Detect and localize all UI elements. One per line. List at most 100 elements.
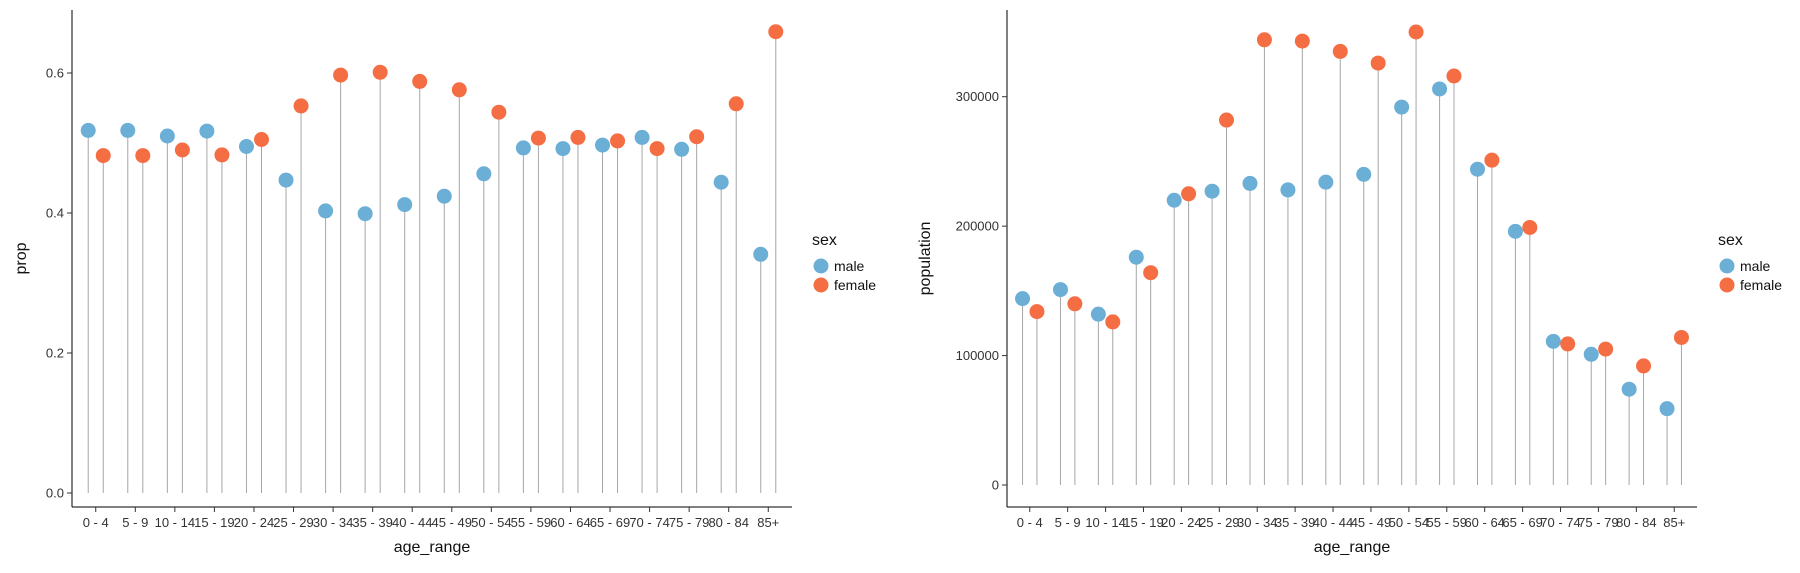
x-tick-label: 60 - 64 bbox=[1464, 515, 1504, 530]
data-point-female bbox=[1029, 304, 1045, 320]
y-tick-label: 0.0 bbox=[46, 486, 64, 501]
data-point-male bbox=[1545, 333, 1561, 349]
data-point-female bbox=[1598, 341, 1614, 357]
x-tick-label: 40 - 44 bbox=[392, 515, 432, 530]
data-point-female bbox=[1522, 219, 1538, 235]
x-tick-label: 35 - 39 bbox=[352, 515, 392, 530]
x-tick-label: 45 - 49 bbox=[1351, 515, 1391, 530]
data-point-male bbox=[476, 166, 492, 182]
data-point-female bbox=[768, 24, 784, 40]
x-axis-title: age_range bbox=[1314, 539, 1391, 556]
data-point-female bbox=[1673, 329, 1689, 345]
legend: sex male female bbox=[1718, 232, 1782, 293]
data-point-female bbox=[1256, 32, 1272, 48]
data-point-male bbox=[436, 188, 452, 204]
data-point-male bbox=[674, 141, 690, 157]
data-point-male bbox=[1394, 99, 1410, 115]
x-tick-label: 60 - 64 bbox=[550, 515, 590, 530]
y-tick-label: 300000 bbox=[956, 89, 999, 104]
data-point-male bbox=[1015, 291, 1031, 307]
x-tick-label: 10 - 14 bbox=[1085, 515, 1125, 530]
y-axis-title: population bbox=[917, 222, 934, 296]
x-tick-label: 65 - 69 bbox=[590, 515, 630, 530]
data-point-female bbox=[174, 142, 190, 158]
data-point-female bbox=[293, 98, 309, 114]
x-tick-label: 70 - 74 bbox=[1540, 515, 1580, 530]
x-tick-label: 50 - 54 bbox=[471, 515, 511, 530]
x-tick-label: 75 - 79 bbox=[1578, 515, 1618, 530]
legend-key-female bbox=[813, 277, 829, 293]
x-axis-title: age_range bbox=[394, 539, 471, 556]
data-point-female bbox=[253, 132, 269, 147]
data-point-male bbox=[713, 174, 729, 190]
data-point-female bbox=[1294, 33, 1310, 49]
data-point-male bbox=[1469, 161, 1485, 177]
data-point-female bbox=[95, 148, 111, 164]
data-point-male bbox=[1242, 175, 1258, 191]
data-point-male bbox=[1052, 282, 1068, 298]
y-axis-title: prop bbox=[13, 242, 30, 274]
x-tick-label: 65 - 69 bbox=[1502, 515, 1542, 530]
data-point-male bbox=[238, 139, 254, 154]
x-tick-label: 35 - 39 bbox=[1275, 515, 1315, 530]
data-point-female bbox=[372, 64, 388, 80]
data-point-female bbox=[610, 133, 626, 149]
data-point-female bbox=[1105, 314, 1121, 330]
x-tick-label: 25 - 29 bbox=[1199, 515, 1239, 530]
data-point-female bbox=[214, 147, 230, 163]
data-point-female bbox=[649, 141, 665, 157]
legend-key-male bbox=[813, 258, 829, 274]
data-point-male bbox=[397, 197, 413, 213]
x-tick-label: 25 - 29 bbox=[273, 515, 313, 530]
x-tick-label: 55 - 59 bbox=[511, 515, 551, 530]
x-tick-label: 15 - 19 bbox=[1123, 515, 1163, 530]
data-point-female bbox=[1332, 43, 1348, 59]
legend-title: sex bbox=[812, 232, 837, 249]
data-point-male bbox=[278, 172, 294, 188]
data-point-female bbox=[1446, 68, 1462, 84]
x-tick-label: 55 - 59 bbox=[1427, 515, 1467, 530]
x-tick-label: 30 - 34 bbox=[1237, 515, 1277, 530]
data-point-female bbox=[451, 82, 467, 98]
data-point-male bbox=[1659, 401, 1675, 417]
data-point-female bbox=[1560, 336, 1576, 352]
data-point-male bbox=[1432, 81, 1448, 97]
data-point-male bbox=[357, 206, 373, 222]
x-tick-label: 15 - 19 bbox=[194, 515, 234, 530]
y-tick-label: 0.2 bbox=[46, 346, 64, 361]
legend-key-male bbox=[1719, 258, 1735, 274]
x-tick-label: 40 - 44 bbox=[1313, 515, 1353, 530]
data-point-male bbox=[1166, 192, 1182, 208]
y-tick-label: 0.6 bbox=[46, 66, 64, 81]
data-point-female bbox=[1219, 112, 1235, 128]
x-tick-label: 80 - 84 bbox=[1616, 515, 1656, 530]
y-tick-label: 100000 bbox=[956, 348, 999, 363]
data-point-female bbox=[1181, 186, 1197, 202]
data-point-male bbox=[1507, 223, 1523, 239]
x-tick-label: 80 - 84 bbox=[708, 515, 748, 530]
data-point-male bbox=[555, 141, 571, 157]
data-point-male bbox=[80, 122, 96, 138]
legend-label-female: female bbox=[834, 277, 876, 293]
data-point-male bbox=[753, 246, 769, 262]
data-point-male bbox=[515, 140, 531, 156]
data-point-female bbox=[1067, 296, 1083, 312]
x-tick-label: 10 - 14 bbox=[155, 515, 195, 530]
data-point-male bbox=[159, 128, 175, 144]
legend-label-female: female bbox=[1740, 277, 1782, 293]
data-point-male bbox=[1583, 346, 1599, 362]
data-point-female bbox=[530, 130, 546, 146]
data-point-male bbox=[199, 123, 215, 139]
data-point-male bbox=[1128, 249, 1144, 265]
y-tick-label: 0 bbox=[992, 477, 999, 492]
data-point-female bbox=[333, 67, 349, 83]
x-tick-label: 0 - 4 bbox=[1017, 515, 1043, 530]
x-tick-label: 45 - 49 bbox=[432, 515, 472, 530]
y-tick-label: 0.4 bbox=[46, 206, 64, 221]
x-tick-label: 50 - 54 bbox=[1389, 515, 1429, 530]
data-point-male bbox=[1356, 166, 1372, 182]
legend-key-female bbox=[1719, 277, 1735, 293]
